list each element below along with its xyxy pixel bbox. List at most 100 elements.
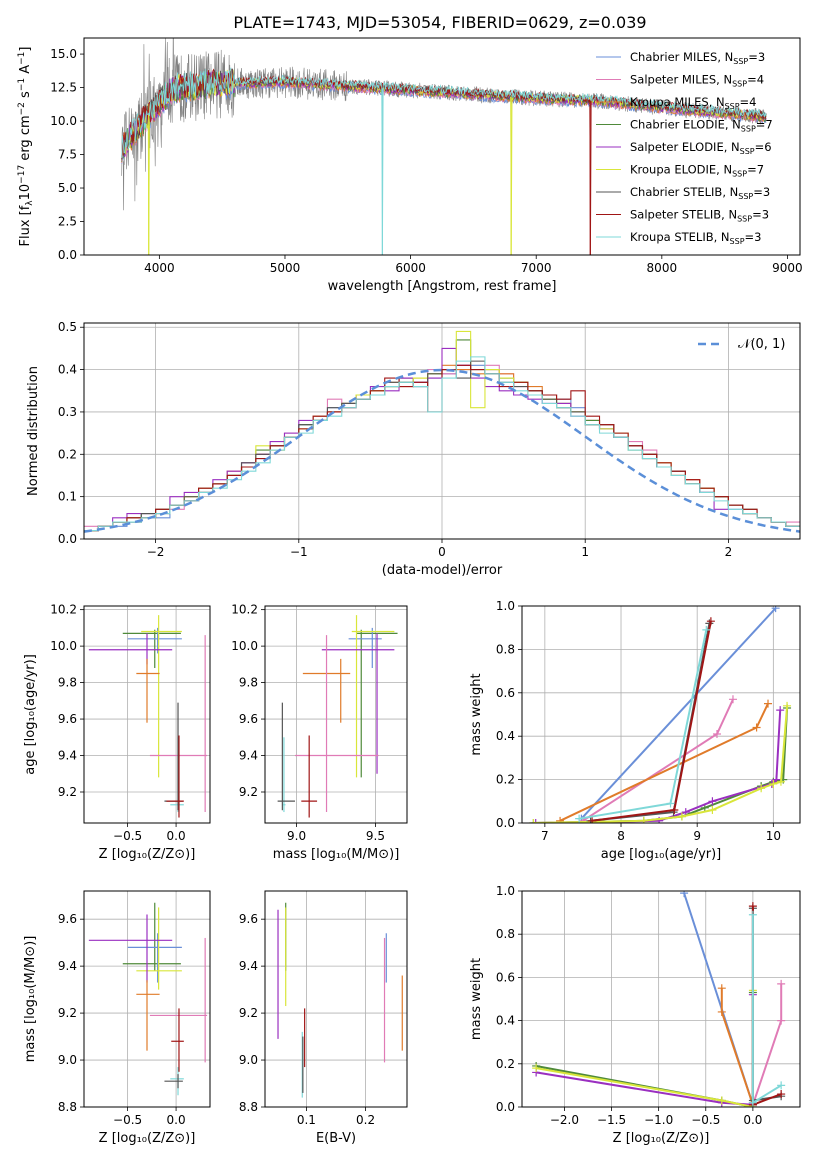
y-tick-label: 0.4 <box>58 363 77 377</box>
y-axis-label: mass weight <box>469 673 484 755</box>
y-tick-label: 0.2 <box>496 773 515 787</box>
y-tick-label: 8.8 <box>239 1100 258 1114</box>
y-tick-label: 9.6 <box>239 712 258 726</box>
legend-label: Kroupa MILES, NSSP=4 <box>630 95 756 111</box>
weight-marker <box>777 979 786 988</box>
spectrum-lines <box>121 38 767 255</box>
weight-marker <box>771 606 780 613</box>
x-tick-label: −1.5 <box>597 1113 626 1127</box>
y-tick-label: 0.0 <box>58 248 77 262</box>
y-tick-label: 7.5 <box>58 148 77 162</box>
y-tick-label: 1.0 <box>496 599 515 613</box>
panel-mass-vs-Z: −0.5 0.0 8.8 9.0 9.2 9.4 9.6 Z [log₁₀(Z/Z⊙)] mas… <box>23 890 211 1146</box>
errorbar-point <box>171 1008 184 1072</box>
y-axis-label-part: −1 <box>17 78 27 91</box>
y-tick-label: 0.2 <box>58 447 77 461</box>
x-tick-label: −0.5 <box>113 1113 142 1127</box>
weight-line <box>751 908 782 1102</box>
y-tick-label: 8.8 <box>58 1100 77 1114</box>
weight-line <box>751 906 782 1107</box>
legend-label-name: Salpeter STELIB, N <box>630 208 737 222</box>
errorbar-point <box>348 627 382 668</box>
axes-frame <box>264 605 408 824</box>
y-tick-label: 9.6 <box>58 712 77 726</box>
x-tick-label: 1 <box>581 545 589 559</box>
panel-mass-vs-ebv: 0.1 0.2 8.8 9.0 9.2 9.4 9.6 E(B-V) <box>239 890 408 1146</box>
legend-label: Chabrier ELODIE, NSSP=7 <box>630 118 773 134</box>
errorbar-point <box>127 627 182 654</box>
weight-marker <box>702 625 711 634</box>
x-tick-label: 0 <box>438 545 446 559</box>
y-tick-label: 10.0 <box>50 639 77 653</box>
legend-label: Chabrier STELIB, NSSP=3 <box>630 185 770 201</box>
legend-label-sub: SSP <box>738 192 753 201</box>
panel-weight-vs-Z: −2.0 −1.5 −1.0 −0.5 0.0 0.0 0.2 0.4 0.6 0.8 1.0 Z [… <box>469 884 801 1146</box>
x-axis-label: mass [log₁₀(M/M⊙)] <box>273 847 400 862</box>
x-tick-label: 5000 <box>270 261 301 275</box>
weight-lines <box>532 891 786 1107</box>
legend-label-sub: SSP <box>732 170 747 179</box>
legend-label: Salpeter STELIB, NSSP=3 <box>630 208 769 224</box>
legend-label: Kroupa ELODIE, NSSP=7 <box>630 163 764 179</box>
normal-curve-line <box>84 368 800 533</box>
y-axis-label-part: −2 <box>17 102 27 115</box>
y-axis-label-part: λ <box>25 200 35 206</box>
x-tick-label: 9.0 <box>287 829 306 843</box>
legend-label-value: =7 <box>747 163 764 177</box>
y-axis-label: mass weight <box>469 958 484 1040</box>
x-tick-label: 4000 <box>144 261 175 275</box>
y-axis-label-part: Flux [f <box>18 205 33 246</box>
x-tick-label: 10 <box>766 829 781 843</box>
weight-lines <box>529 606 792 823</box>
legend-label: 𝒩(0, 1) <box>738 337 785 352</box>
x-axis-label: Z [log₁₀(Z/Z⊙)] <box>613 1131 710 1146</box>
y-axis-label-part: erg cm <box>18 115 33 164</box>
legend-label-value: =3 <box>753 185 770 199</box>
x-tick-label: 9.5 <box>366 829 385 843</box>
y-tick-label: 9.4 <box>58 959 77 973</box>
weight-marker <box>639 816 648 823</box>
legend-label-sub: SSP <box>740 147 755 156</box>
errorbars <box>88 902 208 1096</box>
x-tick-label: 0.2 <box>356 1113 375 1127</box>
x-tick-label: −1.0 <box>644 1113 673 1127</box>
weight-marker <box>532 1064 541 1073</box>
errorbar-point <box>136 980 160 1051</box>
x-tick-label: 9 <box>693 829 701 843</box>
legend-label-name: Kroupa ELODIE, N <box>630 163 732 177</box>
panel-age-vs-mass: 9.0 9.5 9.2 9.4 9.6 9.8 10.0 10.2 mass [log₁₀(M/… <box>231 603 408 862</box>
y-tick-label: 9.4 <box>239 959 258 973</box>
y-axis-label: mass [log₁₀(M/M⊙)] <box>23 936 38 1063</box>
legend-label-value: =7 <box>756 118 773 132</box>
y-tick-label: 1.0 <box>496 884 515 898</box>
weight-marker <box>769 779 778 788</box>
weight-marker <box>748 910 757 919</box>
panel-residuals: −2 −1 0 1 2 0.0 0.1 0.2 0.3 0.4 0.5 (data-model)/er… <box>26 320 801 578</box>
legend-label-name: Salpeter ELODIE, N <box>630 140 740 154</box>
y-tick-label: 9.2 <box>58 1006 77 1020</box>
y-tick-label: 9.2 <box>58 785 77 799</box>
x-tick-label: 0.0 <box>743 1113 762 1127</box>
weight-marker <box>777 1081 786 1090</box>
y-axis-label-part: ] <box>18 47 33 52</box>
y-tick-label: 9.4 <box>239 749 258 763</box>
y-tick-label: 10.2 <box>231 603 258 617</box>
y-tick-label: 12.5 <box>50 81 77 95</box>
legend-label-sub: SSP <box>732 80 747 89</box>
x-tick-label: 8 <box>617 829 625 843</box>
y-axis-label-part: A <box>18 65 33 78</box>
y-tick-label: 9.8 <box>58 676 77 690</box>
x-tick-label: −0.5 <box>691 1113 720 1127</box>
weight-marker <box>666 799 675 808</box>
errorbar-point <box>321 633 395 774</box>
legend-label-value: =3 <box>745 230 762 244</box>
weight-marker <box>556 816 565 823</box>
x-tick-label: 8000 <box>647 261 678 275</box>
weight-marker <box>717 1096 726 1105</box>
x-axis-label: Z [log₁₀(Z/Z⊙)] <box>99 847 196 862</box>
y-tick-label: 9.2 <box>239 785 258 799</box>
legend-label-value: =4 <box>740 95 757 109</box>
legend-label-value: =4 <box>747 73 764 87</box>
